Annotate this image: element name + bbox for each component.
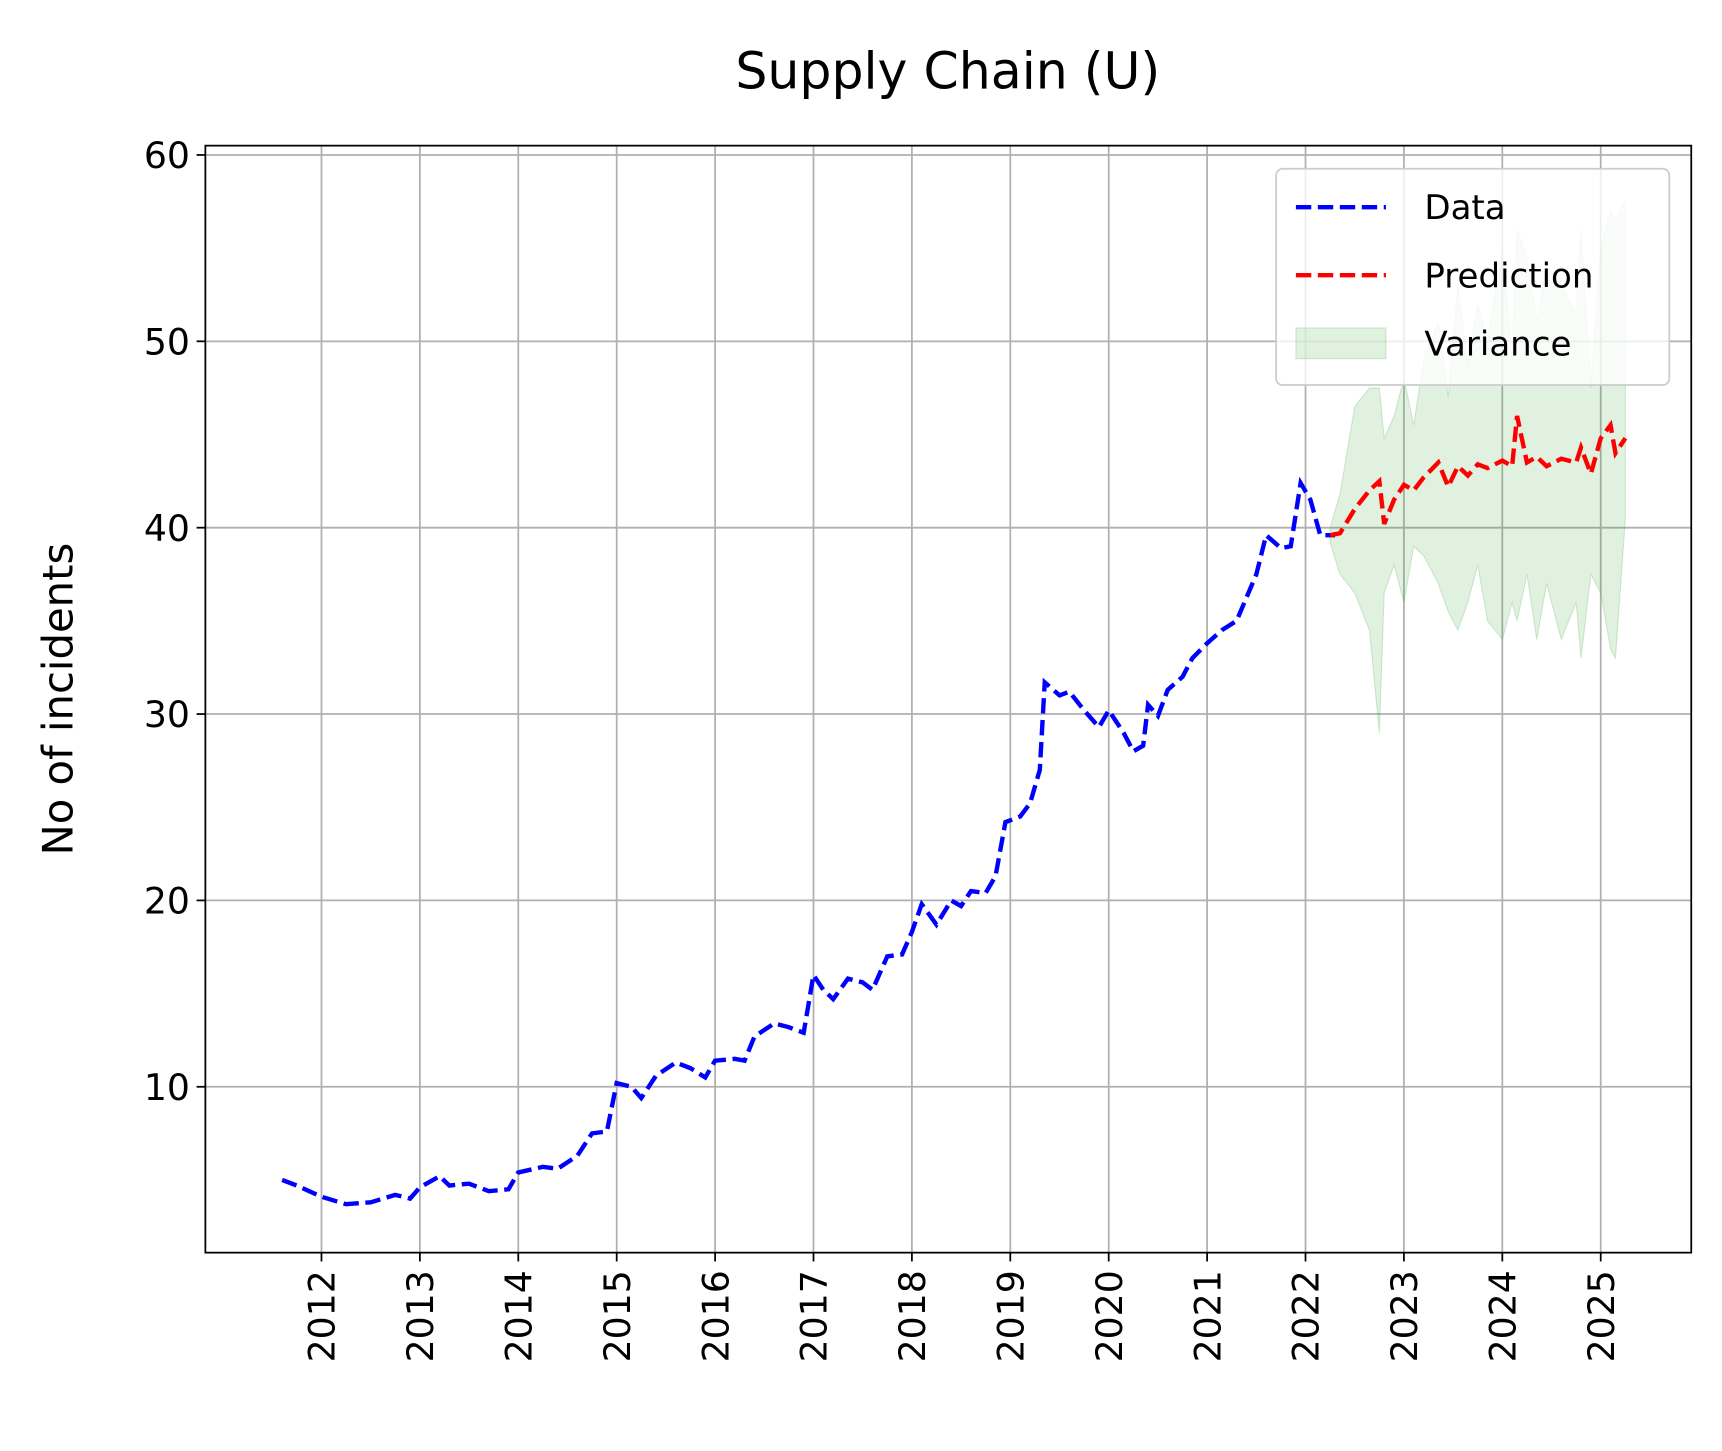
x-tick-label: 2012: [301, 1270, 344, 1362]
x-tick-label: 2016: [694, 1270, 737, 1362]
x-tick-label: 2019: [989, 1270, 1032, 1362]
chart-title: Supply Chain (U): [735, 42, 1160, 101]
legend-label: Data: [1424, 188, 1505, 228]
legend-swatch: [1295, 327, 1387, 360]
legend: Data Prediction Variance: [1275, 167, 1671, 386]
x-tick-label: 2014: [497, 1270, 540, 1362]
y-tick-label: 60: [144, 134, 190, 177]
axes-frame: [204, 144, 1693, 1254]
y-tick-label: 40: [144, 507, 190, 550]
y-tick-label: 20: [144, 880, 190, 923]
data-line: [281, 476, 1335, 1207]
x-tick-label: 2018: [891, 1270, 934, 1362]
x-tick-label: 2020: [1088, 1270, 1131, 1362]
x-tick-label: 2022: [1285, 1270, 1328, 1362]
grid: [205, 145, 1692, 1253]
ticks: 10 20 30 40 50 60 2012 2013 2014 2015 2016 2017 2018…: [144, 134, 1623, 1362]
x-tick-label: 2025: [1580, 1270, 1623, 1362]
x-tick-label: 2015: [596, 1270, 639, 1362]
legend-box: [1275, 167, 1671, 386]
x-tick-label: 2021: [1186, 1270, 1229, 1362]
data-line: [1329, 415, 1628, 538]
x-tick-label: 2023: [1383, 1270, 1426, 1362]
y-tick-label: 10: [144, 1066, 190, 1109]
x-tick-label: 2017: [793, 1270, 836, 1362]
y-tick-label: 30: [144, 693, 190, 736]
x-tick-label: 2013: [399, 1270, 442, 1362]
x-tick-label: 2024: [1481, 1270, 1524, 1362]
legend-label: Prediction: [1424, 256, 1593, 296]
legend-label: Variance: [1424, 324, 1571, 364]
y-tick-label: 50: [144, 321, 190, 364]
y-axis-label: No of incidents: [33, 543, 82, 856]
